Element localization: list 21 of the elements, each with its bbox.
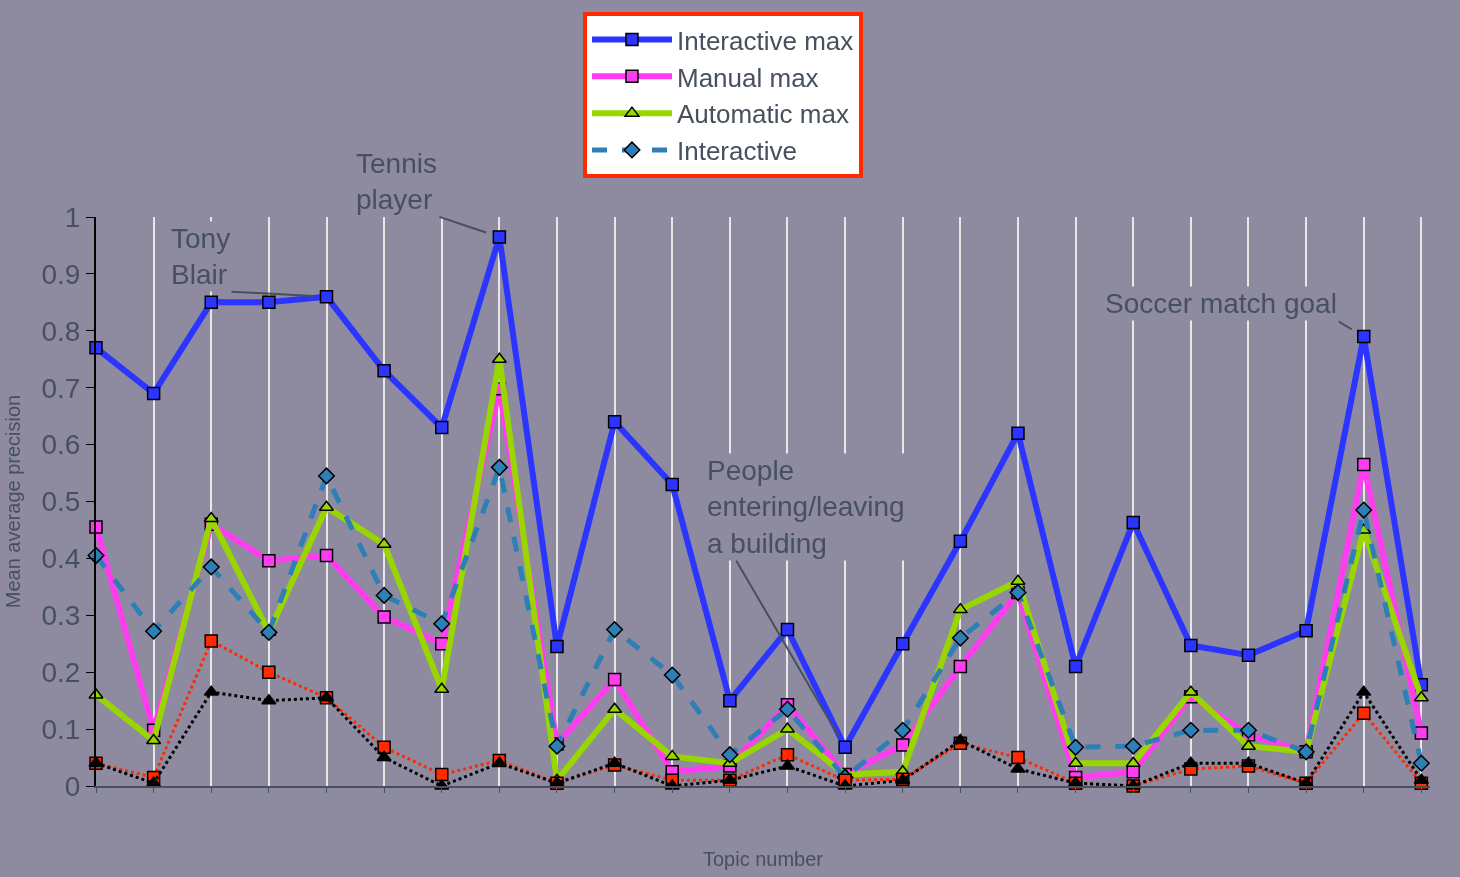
y-tick-label: 0.8 xyxy=(41,315,81,347)
y-tick-label: 0.1 xyxy=(41,713,81,745)
y-tick-label: 0.2 xyxy=(41,657,81,688)
y-tick-label: 0 xyxy=(64,770,81,802)
y-tick-label: 0.9 xyxy=(41,258,81,290)
y-tick-label: 0.5 xyxy=(41,486,81,518)
y-tick-label: 0.4 xyxy=(41,543,81,575)
legend-label: Interactive xyxy=(676,136,797,167)
annotation: People entering/leaving a building xyxy=(707,455,905,559)
legend-label: Automatic max xyxy=(676,99,849,130)
y-axis-title: Mean average precision xyxy=(2,394,25,609)
annotation: Tony Blair xyxy=(171,223,231,291)
y-tick-label: 1 xyxy=(64,201,81,233)
y-tick-label: 0.6 xyxy=(41,429,81,461)
y-tick-label: 0.7 xyxy=(41,372,81,404)
legend-label: Manual max xyxy=(676,62,819,93)
x-axis-title: Topic number xyxy=(702,848,824,870)
y-tick-label: 0.3 xyxy=(41,600,81,632)
annotation: Soccer match goal xyxy=(1105,288,1337,319)
legend-label: Interactive max xyxy=(676,25,854,56)
text: Tennis player xyxy=(356,148,437,216)
